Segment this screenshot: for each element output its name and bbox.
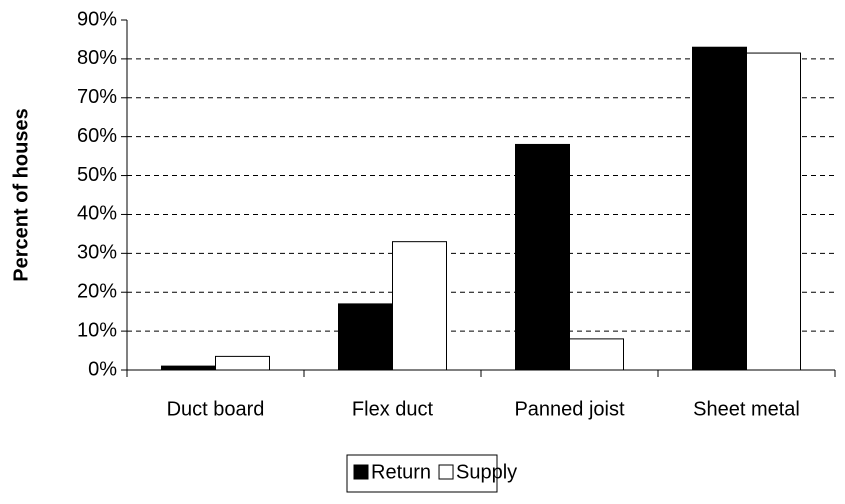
y-tick-label: 0% <box>88 358 117 380</box>
legend-label: Supply <box>456 461 517 483</box>
y-tick-label: 30% <box>77 242 117 264</box>
bar <box>515 143 570 371</box>
legend-label: Return <box>371 461 431 483</box>
y-tick-label: 10% <box>77 319 117 341</box>
y-tick-label: 50% <box>77 164 117 186</box>
y-tick-label: 20% <box>77 281 117 303</box>
bar <box>392 241 447 371</box>
y-tick-label: 40% <box>77 203 117 225</box>
y-tick-label: 80% <box>77 47 117 69</box>
x-tick-label: Flex duct <box>352 398 434 420</box>
bar <box>569 338 624 371</box>
legend-swatch <box>438 464 454 480</box>
x-tick-label: Panned joist <box>514 398 625 420</box>
y-tick-label: 90% <box>77 8 117 30</box>
x-tick-label: Duct board <box>167 398 265 420</box>
bar <box>338 303 393 371</box>
y-tick-label: 60% <box>77 125 117 147</box>
x-tick-label: Sheet metal <box>693 398 800 420</box>
bar <box>215 355 270 371</box>
y-axis-label: Percent of houses <box>10 108 32 281</box>
bar <box>161 365 216 371</box>
legend-box <box>346 454 498 493</box>
y-tick-label: 70% <box>77 86 117 108</box>
bar <box>746 52 801 371</box>
legend-swatch <box>353 464 369 480</box>
bar <box>692 46 747 371</box>
